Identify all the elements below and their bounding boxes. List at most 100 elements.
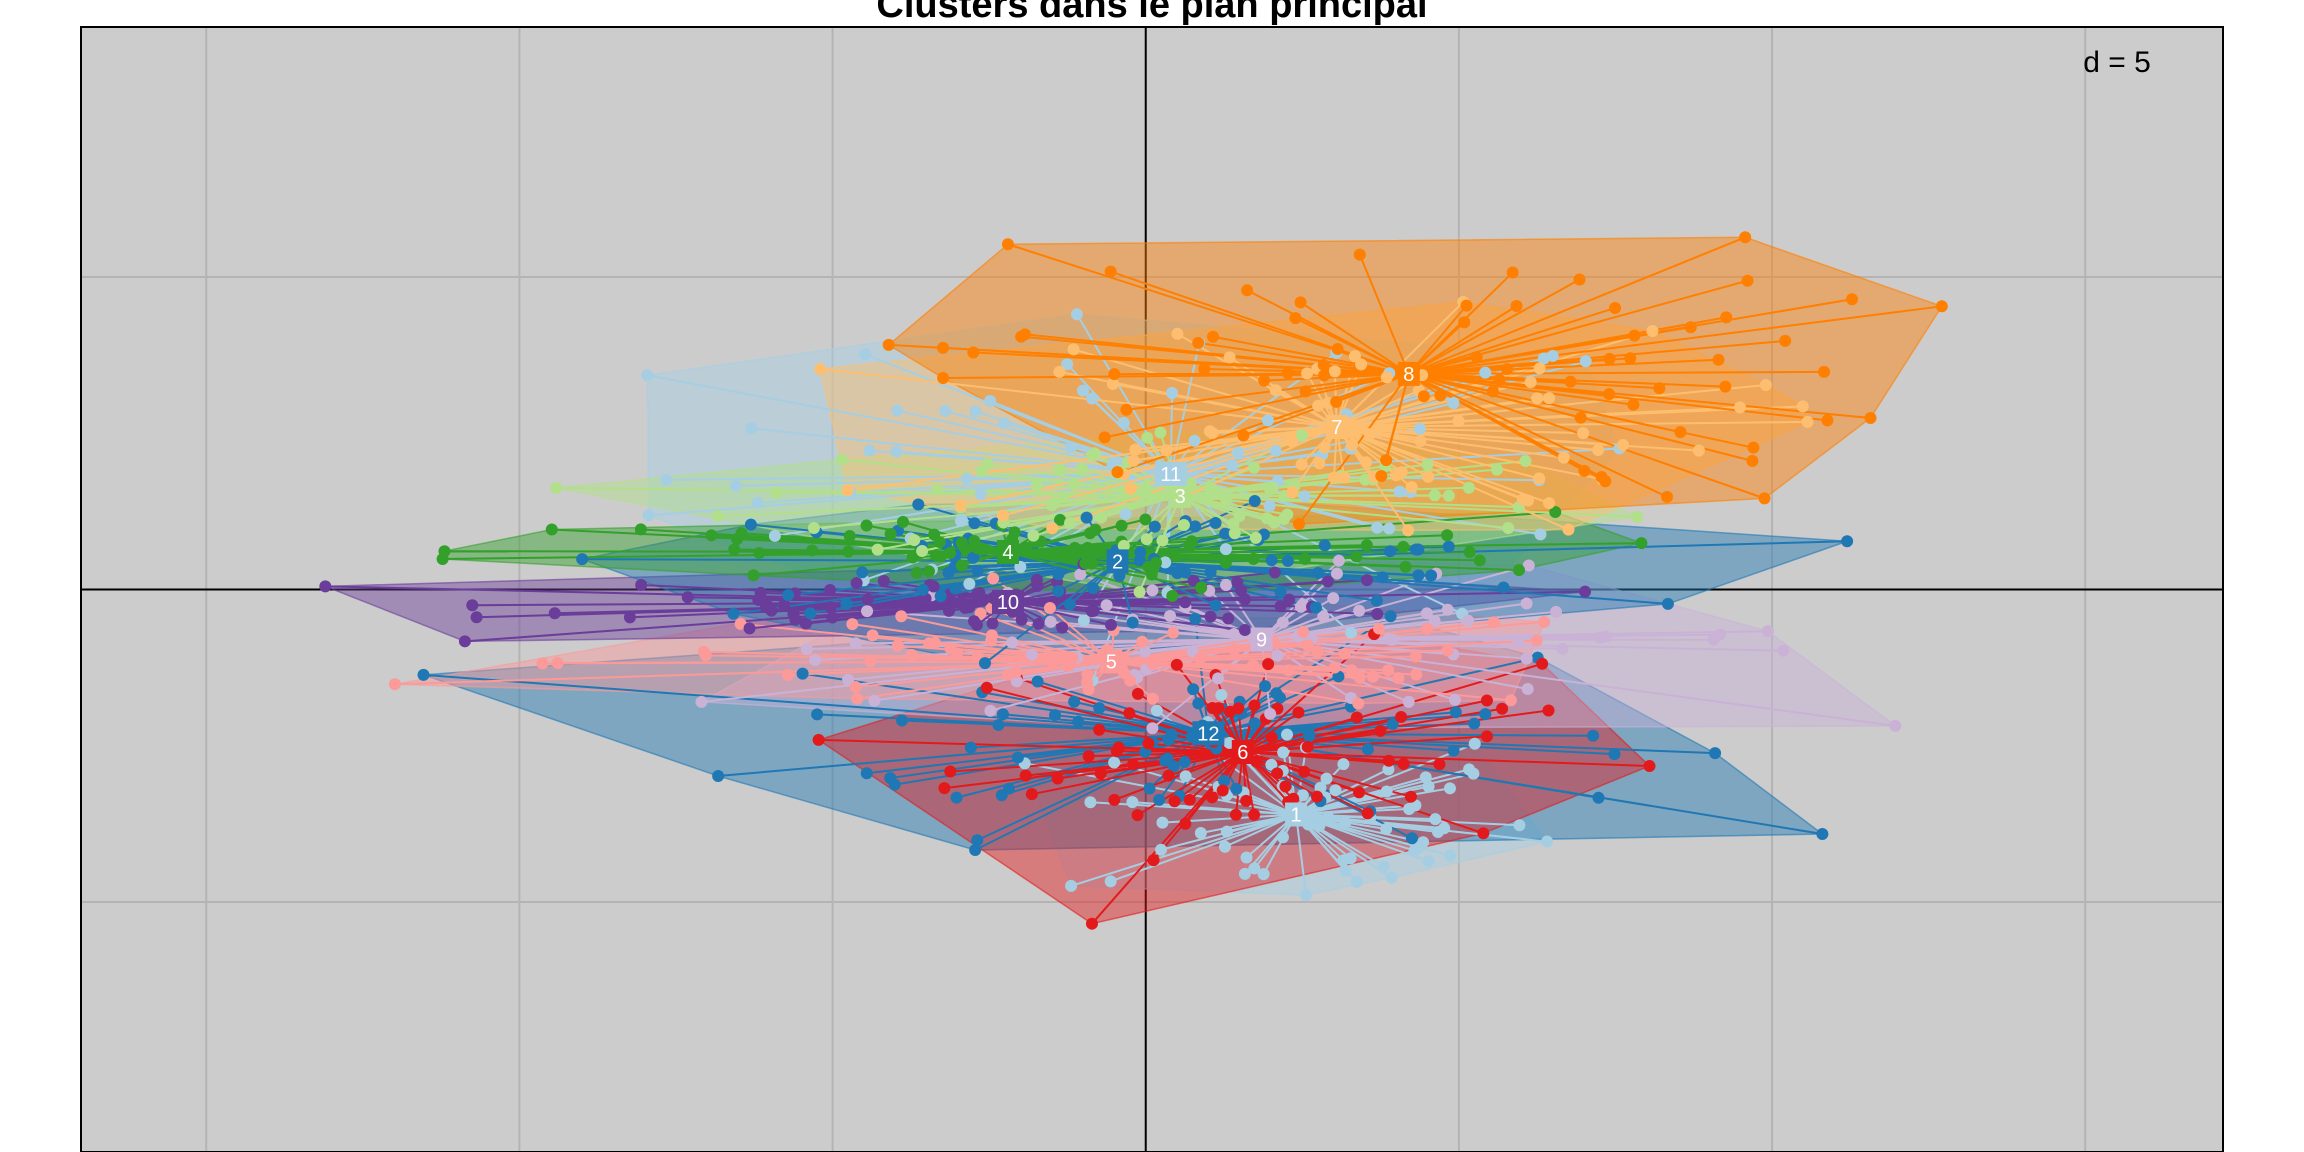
- plot-frame: [80, 26, 2224, 1152]
- cluster-9-point: [1777, 644, 1790, 657]
- cluster-8-point: [1104, 265, 1117, 278]
- cluster-11-point: [729, 479, 742, 492]
- cluster-8-point: [1935, 300, 1948, 313]
- cluster-11-point: [1219, 543, 1232, 556]
- cluster-7-point: [1533, 472, 1546, 485]
- centroid-label-8: 8: [1397, 361, 1420, 386]
- cluster-9-point: [1264, 707, 1277, 720]
- cluster-8-point: [1330, 395, 1343, 408]
- centroid-label-7: 7: [1325, 415, 1348, 439]
- cluster-6-point: [1093, 723, 1106, 736]
- cluster-8-point: [1627, 398, 1640, 411]
- cluster-8-point: [1653, 382, 1666, 395]
- cluster-5-link: [394, 660, 1112, 686]
- cluster-11-link: [1169, 393, 1174, 474]
- centroid-label-2: 2: [1106, 549, 1129, 574]
- cluster-1-point: [1277, 746, 1290, 759]
- cluster-6-point: [1265, 731, 1278, 744]
- cluster-12-point: [1153, 793, 1166, 806]
- cluster-5-point: [1194, 652, 1207, 665]
- cluster-2-point: [1442, 540, 1455, 553]
- cluster-10-point: [466, 599, 479, 612]
- cluster-8-point: [1628, 329, 1641, 342]
- cluster-3-point: [1502, 521, 1515, 534]
- cluster-7-point: [1312, 399, 1325, 412]
- cluster-6-point: [812, 733, 825, 746]
- cluster-3-link: [1091, 454, 1181, 497]
- cluster-7-link: [1336, 426, 1569, 531]
- centroid-label-text: 7: [1331, 417, 1342, 439]
- cluster-12-point: [1068, 695, 1081, 708]
- cluster-4-point: [1397, 540, 1410, 553]
- cluster-2-point: [856, 566, 869, 579]
- cluster-8-link: [1408, 278, 1581, 375]
- cluster-10-point: [1032, 617, 1045, 630]
- cluster-4-point: [1195, 581, 1208, 594]
- cluster-6-point: [1248, 808, 1261, 821]
- cluster-2-point: [934, 590, 947, 603]
- cluster-4-point: [1115, 519, 1128, 532]
- cluster-1-point: [1300, 889, 1313, 902]
- cluster-7-point: [1328, 365, 1341, 378]
- cluster-1-points: [1018, 689, 1554, 902]
- cluster-2-point: [971, 564, 984, 577]
- cluster-11-point: [963, 577, 976, 590]
- centroid-label-text: 11: [1160, 464, 1181, 486]
- centroid-label-5: 5: [1100, 649, 1123, 674]
- cluster-10-point: [681, 591, 694, 604]
- cluster-4-point: [1219, 556, 1232, 569]
- cluster-10-point: [861, 593, 874, 606]
- cluster-6-point: [1382, 754, 1395, 767]
- cluster-2-point: [1052, 568, 1065, 581]
- cluster-11-point: [745, 422, 758, 435]
- cluster-9-point: [1599, 630, 1612, 643]
- cluster-5-point: [1338, 647, 1351, 660]
- cluster-7-link: [1336, 426, 1584, 435]
- cluster-2-point: [1318, 539, 1331, 552]
- cluster-3-point: [1268, 516, 1281, 529]
- cluster-8-point: [1779, 334, 1792, 347]
- cluster-3-point: [1631, 510, 1644, 523]
- cluster-8-link: [1246, 289, 1410, 375]
- cluster-7-point: [1521, 494, 1534, 507]
- cluster-7-point: [1160, 444, 1173, 457]
- cluster-11-point: [1226, 459, 1239, 472]
- cluster-10-point: [548, 607, 561, 620]
- cluster-10-point: [942, 604, 955, 617]
- cluster-9-point: [1276, 616, 1289, 629]
- cluster-12-point: [1405, 832, 1418, 845]
- cluster-12-point: [1468, 717, 1481, 730]
- cluster-10-point: [1360, 574, 1373, 587]
- cluster-1-point: [1385, 871, 1398, 884]
- cluster-6-point: [1262, 658, 1275, 671]
- cluster-3-link: [1180, 494, 1519, 509]
- cluster-7-point: [1067, 343, 1080, 356]
- cluster-8-point: [1258, 374, 1271, 387]
- cluster-11-point: [1534, 528, 1547, 541]
- cluster-4-point: [806, 544, 819, 557]
- cluster-12-point: [950, 791, 963, 804]
- cluster-5-point: [1311, 645, 1324, 658]
- cluster-7-point: [1318, 441, 1331, 454]
- cluster-11-point: [984, 394, 997, 407]
- cluster-8-link: [1408, 305, 1518, 375]
- cluster-11-point: [969, 405, 982, 418]
- cluster-7-point: [1301, 367, 1314, 380]
- cluster-4-point: [1139, 513, 1152, 526]
- cluster-2-point: [949, 582, 962, 595]
- cluster-12-point: [1230, 782, 1243, 795]
- cluster-10-point: [635, 579, 648, 592]
- cluster-6-point: [1019, 769, 1032, 782]
- cluster-5-point: [987, 572, 1000, 585]
- cluster-10-link: [1007, 601, 1313, 608]
- cluster-4-point: [1399, 560, 1412, 573]
- cluster-8-point: [1318, 369, 1331, 382]
- cluster-7-point: [1313, 457, 1326, 470]
- cluster-10-point: [1371, 608, 1384, 621]
- cluster-6-point: [1147, 854, 1160, 867]
- cluster-11-point: [863, 444, 876, 457]
- cluster-5-point: [1328, 661, 1341, 674]
- cluster-9-points: [695, 554, 1902, 735]
- cluster-7-point: [1380, 371, 1393, 384]
- cluster-7-point: [1646, 325, 1659, 338]
